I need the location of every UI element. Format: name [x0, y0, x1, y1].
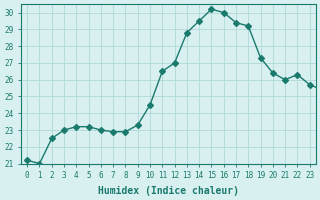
- X-axis label: Humidex (Indice chaleur): Humidex (Indice chaleur): [98, 186, 239, 196]
